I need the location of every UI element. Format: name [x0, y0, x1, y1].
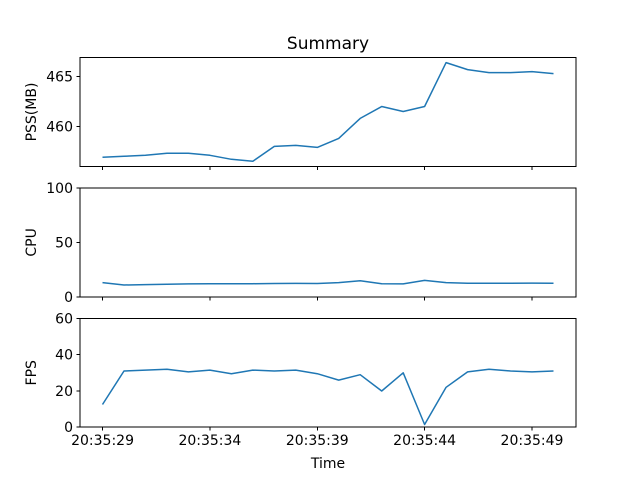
y-tick-label: 60: [55, 311, 73, 327]
data-line-pssmb: [102, 61, 554, 163]
axes-frame: [79, 317, 577, 428]
y-tick-label: 100: [46, 181, 73, 197]
x-tick-label: 20:35:44: [393, 433, 456, 449]
x-axis-label: Time: [310, 456, 345, 472]
y-tick-label: 50: [55, 235, 73, 251]
plot-areas: 460 465 0 50 100 0 20 40 60 20:35:29 20:35:34 20:35…: [46, 57, 577, 449]
data-line-cpu: [102, 279, 554, 286]
y-axis-label-cpu: CPU: [24, 228, 40, 256]
y-tick-label: 40: [55, 348, 73, 364]
x-tick-label: 20:35:29: [71, 433, 134, 449]
axes-frame: [79, 187, 577, 298]
y-axis-label-fps: FPS: [24, 360, 40, 385]
data-line-fps: [101, 368, 554, 426]
x-tick-label: 20:35:34: [178, 433, 241, 449]
subplot-pssmb: 460 465: [46, 57, 577, 170]
y-tick-label: 460: [46, 119, 73, 135]
y-tick-label: 20: [55, 384, 73, 400]
x-tick-label: 20:35:49: [501, 433, 564, 449]
chart-title: Summary: [287, 34, 369, 54]
axes-frame: [79, 57, 577, 167]
y-tick-label: 0: [64, 290, 73, 306]
subplot-cpu: 0 50 100: [46, 181, 577, 306]
y-tick-label: 0: [64, 420, 73, 436]
subplot-fps: 0 20 40 60 20:35:29 20:35:34 20:35:39 20:35:44 2…: [55, 311, 577, 449]
y-tick-label: 465: [46, 70, 73, 86]
x-tick-label: 20:35:39: [286, 433, 349, 449]
y-axis-label-pss: PSS(MB): [24, 83, 40, 142]
